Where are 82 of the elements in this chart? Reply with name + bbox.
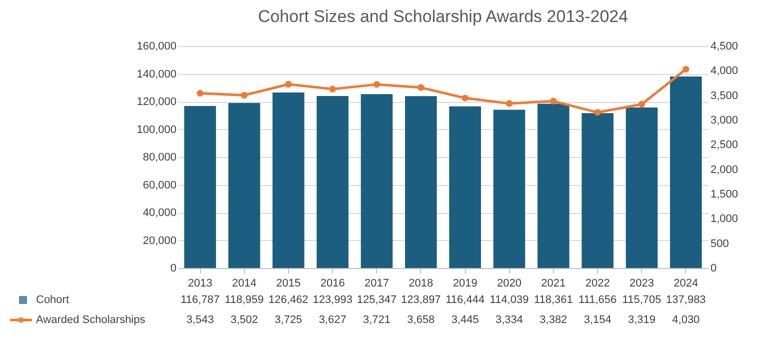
x-tick-label: 2020 <box>497 278 522 290</box>
data-label: 115,705 <box>622 294 662 306</box>
data-label: 118,959 <box>224 294 264 306</box>
point <box>418 84 424 91</box>
y-tick-label: 0 <box>170 262 176 274</box>
chart-title: Cohort Sizes and Scholarship Awards 2013-2024 <box>258 7 628 26</box>
data-label: 137,983 <box>666 294 706 306</box>
y2-tick-label: 1,000 <box>710 213 738 226</box>
y2-tick-label: 3,500 <box>710 90 738 102</box>
data-label: 125,347 <box>356 294 397 306</box>
data-label: 3,334 <box>495 314 524 326</box>
data-label: 111,656 <box>578 294 617 306</box>
x-tick-label: 2023 <box>630 278 654 290</box>
data-label: 123,897 <box>401 294 441 306</box>
y2-tick-label: 2,000 <box>710 164 738 176</box>
bar <box>626 107 658 268</box>
x-tick-label: 2024 <box>674 278 698 290</box>
bar <box>538 104 570 268</box>
data-label: 114,039 <box>490 294 529 306</box>
bar <box>360 94 393 268</box>
y-tick-label: 100,000 <box>136 124 176 136</box>
point <box>329 86 336 92</box>
point <box>506 100 513 107</box>
bar <box>582 113 614 268</box>
bar <box>493 110 526 268</box>
y-tick-label: 80,000 <box>142 152 176 164</box>
data-label: 116,787 <box>180 294 220 306</box>
x-tick-label: 2017 <box>364 278 389 290</box>
data-label: 3,502 <box>230 314 258 326</box>
data-label: 3,658 <box>407 314 435 326</box>
y2-tick-label: 3,000 <box>710 114 738 126</box>
point <box>594 109 601 116</box>
y-tick-label: 60,000 <box>142 179 176 192</box>
data-label: 3,725 <box>274 314 302 326</box>
y-tick-label: 40,000 <box>142 207 176 219</box>
data-label: 116,444 <box>446 294 485 306</box>
bar <box>272 92 304 268</box>
x-tick-label: 2015 <box>276 278 301 290</box>
x-tick-label: 2022 <box>585 278 610 290</box>
x-tick-label: 2016 <box>320 278 345 290</box>
y2-tick-label: 1,500 <box>710 188 738 200</box>
data-label: 118,361 <box>534 294 573 306</box>
bar <box>405 96 437 268</box>
data-label: 123,993 <box>312 294 352 306</box>
y-tick-label: 140,000 <box>136 68 176 80</box>
data-label: 3,721 <box>362 314 391 326</box>
y2-tick-label: 2,500 <box>710 139 738 152</box>
point <box>638 100 646 108</box>
x-tick-label: 2018 <box>408 278 434 290</box>
bar <box>449 106 481 268</box>
y2-tick-label: 500 <box>710 238 729 250</box>
point <box>285 80 292 88</box>
data-label: 3,627 <box>318 314 346 326</box>
x-tick-label: 2014 <box>232 278 256 290</box>
y-tick-label: 160,000 <box>136 40 176 52</box>
y-tick-label: 120,000 <box>136 96 176 108</box>
point <box>550 98 557 104</box>
point <box>462 94 468 102</box>
x-tick-label: 2013 <box>188 278 212 290</box>
x-tick-label: 2021 <box>541 278 566 290</box>
data-label: 3,154 <box>584 314 612 326</box>
bar <box>670 76 702 268</box>
bar <box>228 102 260 268</box>
point <box>240 92 248 99</box>
point <box>682 66 690 73</box>
bar <box>316 96 348 268</box>
point <box>196 90 204 97</box>
bar <box>184 106 216 268</box>
y-tick-label: 20,000 <box>142 234 176 247</box>
y2-tick-label: 4,000 <box>710 65 738 78</box>
legend-label: Awarded Scholarships <box>36 314 146 326</box>
data-label: 3,382 <box>540 314 568 326</box>
legend-label: Cohort <box>36 294 70 306</box>
data-label: 3,319 <box>628 314 656 326</box>
x-tick-label: 2019 <box>452 278 478 290</box>
y2-tick-label: 0 <box>710 262 717 274</box>
y2-tick-label: 4,500 <box>710 40 738 52</box>
point <box>373 81 380 88</box>
data-label: 4,030 <box>672 314 700 326</box>
data-label: 3,543 <box>186 314 214 326</box>
data-label: 3,445 <box>451 314 479 326</box>
data-label: 126,462 <box>268 294 308 306</box>
